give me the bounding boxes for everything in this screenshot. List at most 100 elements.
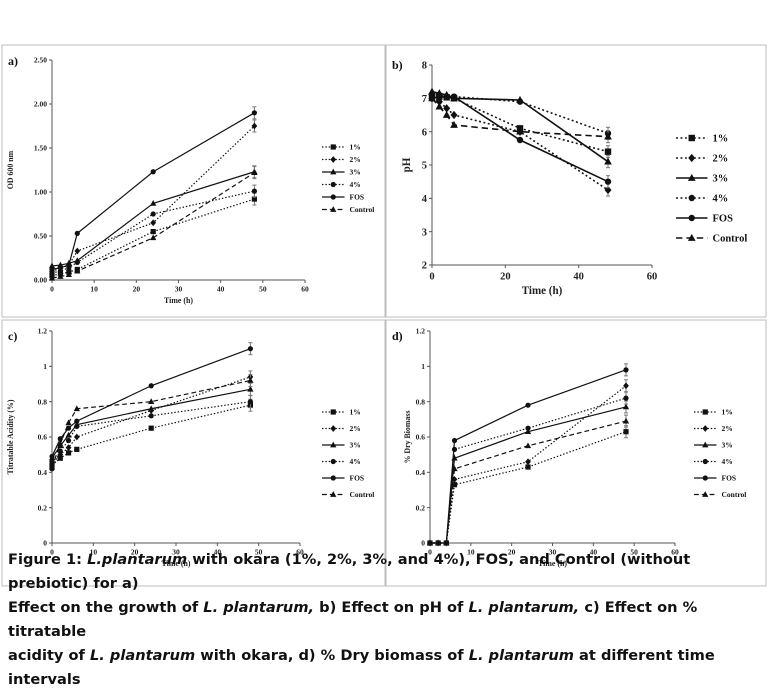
data-point <box>516 136 524 144</box>
legend-marker <box>688 134 695 142</box>
data-point <box>65 419 72 426</box>
data-point <box>451 465 458 472</box>
series-control <box>426 414 630 546</box>
data-point <box>49 266 55 273</box>
series-line <box>431 97 609 138</box>
legend: 1% 2% 3% 4% FOS Control <box>676 134 747 245</box>
data-point <box>150 229 156 235</box>
series-fos <box>49 342 253 460</box>
legend-label: FOS <box>713 214 734 225</box>
data-point <box>73 433 80 441</box>
caption-text: with okara, d) % Dry biomass of <box>195 647 469 664</box>
legend-marker <box>702 441 709 448</box>
data-point <box>65 450 72 456</box>
legend-label: 3% <box>722 441 733 450</box>
x-tick-label: 0 <box>428 548 432 557</box>
panel-frame <box>385 44 767 318</box>
x-tick-label: 30 <box>549 548 557 557</box>
data-point <box>74 446 80 452</box>
legend-marker <box>687 233 696 241</box>
x-tick-label: 0 <box>50 548 54 557</box>
x-tick-label: 0 <box>429 272 434 283</box>
panel-label: d) <box>392 329 403 343</box>
y-tick-label: 0.2 <box>38 503 48 512</box>
data-point <box>443 104 451 113</box>
legend-marker <box>330 409 336 415</box>
legend-marker <box>687 173 696 181</box>
legend-label: 3% <box>713 174 729 185</box>
caption-species: L. plantarum, <box>203 599 315 616</box>
series-line <box>51 348 251 457</box>
data-point <box>251 169 258 175</box>
legend-marker <box>330 194 336 200</box>
x-tick-label: 50 <box>255 548 263 557</box>
legend-marker <box>688 214 695 222</box>
panel-frame <box>1 319 386 587</box>
x-tick-label: 60 <box>671 548 679 557</box>
legend-marker <box>330 206 337 212</box>
legend-label: 2% <box>713 154 729 165</box>
data-point <box>604 178 612 185</box>
series-control <box>48 373 254 470</box>
caption-species: L. plantarum <box>89 647 196 664</box>
y-axis-label: Titratable Acidity (%) <box>6 399 15 474</box>
series-line <box>51 379 251 468</box>
data-point <box>57 265 64 271</box>
legend-label: 4% <box>713 194 729 205</box>
data-point <box>442 110 451 118</box>
y-tick-label: 0.4 <box>416 468 426 477</box>
panel-frame <box>385 319 767 587</box>
x-tick-label: 20 <box>508 548 516 557</box>
legend-marker <box>330 144 336 150</box>
data-point <box>450 93 458 100</box>
figure-caption: Figure 1: L.plantarum with okara (1%, 2%… <box>8 548 764 692</box>
x-tick-label: 50 <box>259 285 267 294</box>
y-tick-label: 3 <box>422 227 427 238</box>
x-tick-label: 0 <box>50 285 54 294</box>
data-point <box>251 188 257 194</box>
data-point <box>150 211 156 217</box>
legend-label: Control <box>713 234 748 245</box>
data-point <box>450 120 458 128</box>
data-point <box>65 444 72 451</box>
data-point <box>443 93 450 100</box>
data-point <box>65 271 72 278</box>
y-tick-label: 0.8 <box>416 397 426 406</box>
x-tick-label: 30 <box>172 548 180 557</box>
caption-line-1: Figure 1: L.plantarum with okara (1%, 2%… <box>8 548 764 596</box>
chart-panel-b: 2 3 4 5 6 7 8 0 20 40 60 Time (h) pH b) 1% 2% 3% 4% FOS Con… <box>385 44 767 318</box>
y-tick-label: 4 <box>422 194 428 205</box>
x-tick-label: 40 <box>217 285 225 294</box>
legend-marker <box>702 475 708 481</box>
data-point <box>251 110 257 116</box>
legend-marker <box>330 441 337 448</box>
data-point <box>525 464 531 470</box>
data-point <box>435 539 442 546</box>
legend-marker <box>688 194 695 202</box>
data-point <box>247 346 253 352</box>
legend-marker <box>330 168 337 175</box>
legend-label: Control <box>350 490 375 499</box>
data-point <box>48 463 56 470</box>
x-tick-label: 20 <box>500 272 511 283</box>
x-tick-label: 50 <box>630 548 638 557</box>
data-point <box>435 97 443 106</box>
y-tick-label: 1.2 <box>38 327 48 336</box>
legend-marker <box>330 156 337 163</box>
data-point <box>623 367 629 373</box>
legend-label: Control <box>722 490 747 499</box>
data-point <box>524 442 532 449</box>
x-axis-label: Time (h) <box>522 285 563 297</box>
series-line <box>431 97 609 191</box>
y-tick-label: 1.50 <box>34 144 47 153</box>
legend-marker <box>330 425 337 432</box>
data-point <box>623 382 629 390</box>
data-point <box>57 440 64 447</box>
legend-marker <box>702 458 708 465</box>
panel-label: a) <box>8 54 18 68</box>
y-tick-label: 0 <box>421 539 425 548</box>
x-tick-label: 40 <box>214 548 222 557</box>
data-point <box>65 437 72 444</box>
data-point <box>57 455 63 461</box>
legend: 1% 2% 3% 4% FOS Control <box>322 143 374 214</box>
